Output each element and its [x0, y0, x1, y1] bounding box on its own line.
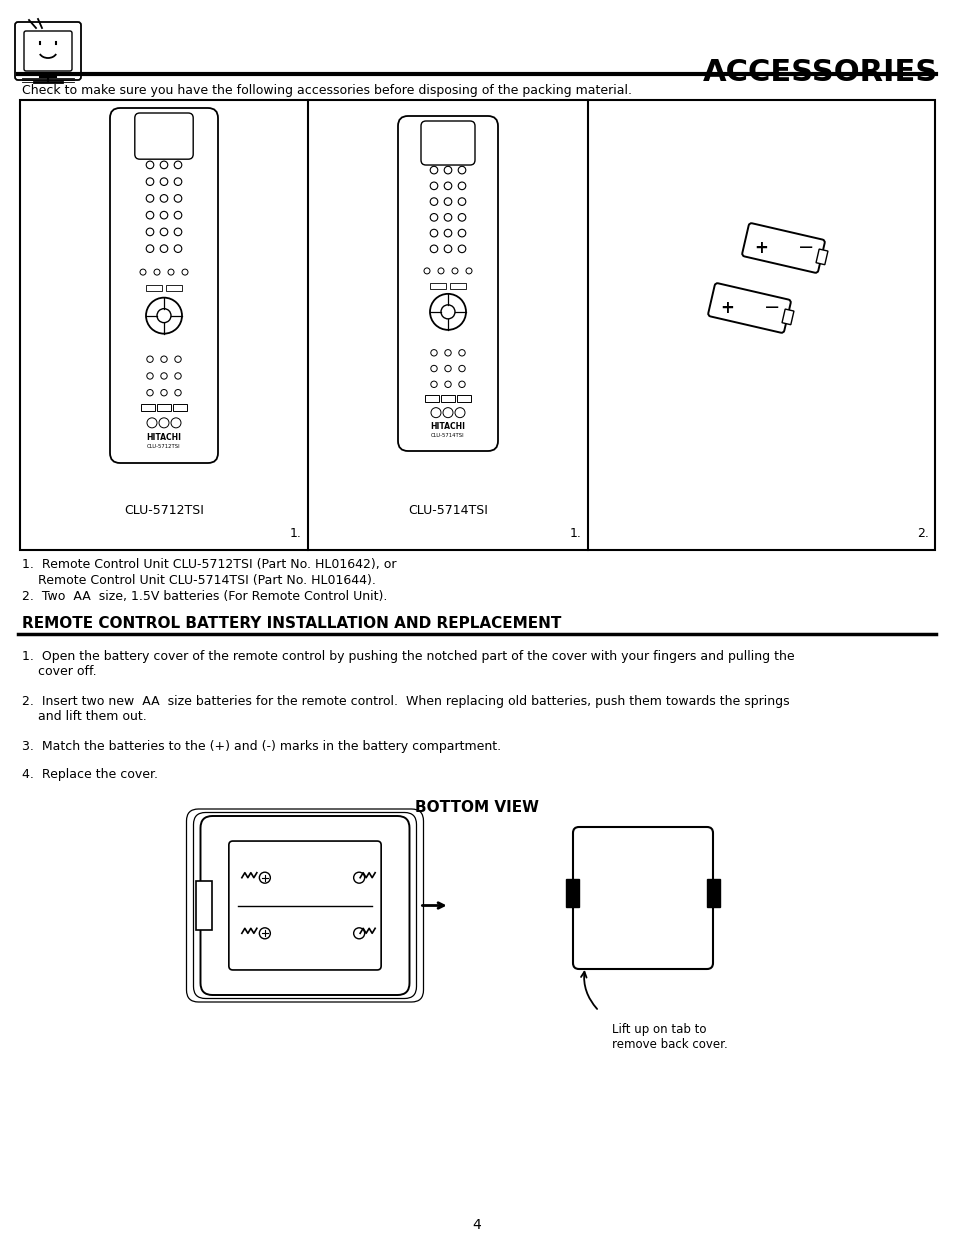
Text: Remote Control Unit CLU-5714TSI (Part No. HL01644).: Remote Control Unit CLU-5714TSI (Part No…	[22, 574, 375, 587]
FancyBboxPatch shape	[193, 813, 416, 999]
Text: REMOTE CONTROL BATTERY INSTALLATION AND REPLACEMENT: REMOTE CONTROL BATTERY INSTALLATION AND …	[22, 616, 560, 631]
Text: CLU-5712TSI: CLU-5712TSI	[147, 445, 181, 450]
Bar	[146, 284, 162, 290]
FancyBboxPatch shape	[134, 112, 193, 159]
FancyBboxPatch shape	[397, 116, 497, 451]
Text: ACCESSORIES: ACCESSORIES	[702, 58, 937, 86]
Bar	[456, 395, 471, 401]
Text: 1.  Remote Control Unit CLU-5712TSI (Part No. HL01642), or: 1. Remote Control Unit CLU-5712TSI (Part…	[22, 558, 396, 571]
Text: CLU-5714TSI: CLU-5714TSI	[431, 432, 464, 438]
FancyBboxPatch shape	[741, 224, 824, 273]
Text: 4.  Replace the cover.: 4. Replace the cover.	[22, 768, 158, 781]
Bar	[565, 878, 578, 906]
FancyBboxPatch shape	[229, 841, 381, 969]
Text: HITACHI: HITACHI	[430, 422, 465, 431]
Bar	[450, 283, 465, 289]
Bar	[20, 100, 934, 550]
Text: −: −	[763, 299, 780, 317]
Text: 2.  Two  AA  size, 1.5V batteries (For Remote Control Unit).: 2. Two AA size, 1.5V batteries (For Remo…	[22, 590, 387, 603]
FancyBboxPatch shape	[24, 31, 71, 70]
Text: 3.  Match the batteries to the (+) and (-) marks in the battery compartment.: 3. Match the batteries to the (+) and (-…	[22, 740, 500, 753]
Text: +: +	[754, 240, 767, 257]
Bar	[166, 284, 182, 290]
FancyBboxPatch shape	[110, 107, 218, 463]
Bar	[706, 878, 720, 906]
Text: 1.  Open the battery cover of the remote control by pushing the notched part of : 1. Open the battery cover of the remote …	[22, 650, 794, 678]
Bar	[781, 309, 793, 325]
FancyBboxPatch shape	[200, 816, 409, 995]
FancyBboxPatch shape	[707, 283, 790, 332]
FancyBboxPatch shape	[15, 22, 81, 80]
Bar	[141, 404, 154, 411]
Text: CLU-5712TSI: CLU-5712TSI	[124, 504, 204, 517]
Bar	[172, 404, 187, 411]
Bar	[815, 249, 827, 264]
Text: −: −	[798, 238, 814, 258]
Text: CLU-5714TSI: CLU-5714TSI	[408, 504, 487, 517]
FancyBboxPatch shape	[420, 121, 475, 165]
FancyBboxPatch shape	[186, 809, 423, 1002]
Text: 2.  Insert two new  AA  size batteries for the remote control.  When replacing o: 2. Insert two new AA size batteries for …	[22, 695, 789, 722]
Bar	[440, 395, 455, 401]
Text: 1.: 1.	[290, 527, 302, 540]
Bar	[157, 404, 171, 411]
Bar	[196, 881, 213, 930]
Text: BOTTOM VIEW: BOTTOM VIEW	[415, 800, 538, 815]
FancyBboxPatch shape	[573, 827, 712, 969]
Text: 4: 4	[472, 1218, 481, 1233]
Bar	[424, 395, 438, 401]
Text: 2.: 2.	[916, 527, 928, 540]
Text: +: +	[720, 299, 734, 317]
Text: HITACHI: HITACHI	[147, 433, 181, 442]
Text: Lift up on tab to
remove back cover.: Lift up on tab to remove back cover.	[612, 1023, 727, 1051]
Text: Check to make sure you have the following accessories before disposing of the pa: Check to make sure you have the followin…	[22, 84, 631, 98]
Text: 1.: 1.	[570, 527, 581, 540]
Bar	[430, 283, 446, 289]
